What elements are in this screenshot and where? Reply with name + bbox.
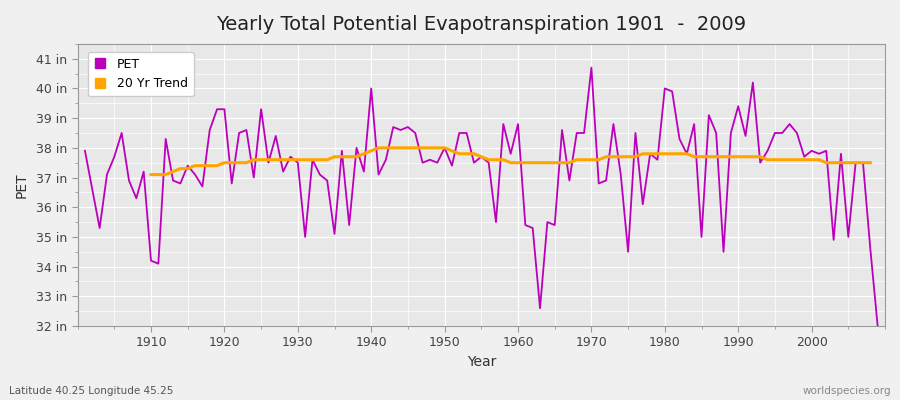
Text: Latitude 40.25 Longitude 45.25: Latitude 40.25 Longitude 45.25 [9, 386, 174, 396]
Y-axis label: PET: PET [15, 172, 29, 198]
Title: Yearly Total Potential Evapotranspiration 1901  -  2009: Yearly Total Potential Evapotranspiratio… [216, 15, 746, 34]
X-axis label: Year: Year [466, 355, 496, 369]
Legend: PET, 20 Yr Trend: PET, 20 Yr Trend [88, 52, 194, 96]
Text: worldspecies.org: worldspecies.org [803, 386, 891, 396]
